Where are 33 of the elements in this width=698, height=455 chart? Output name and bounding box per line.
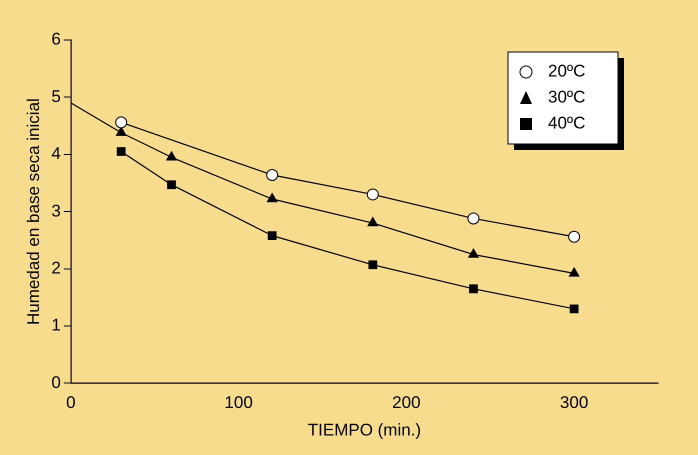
y-tick-label: 1 xyxy=(51,316,61,335)
point xyxy=(116,147,126,156)
point xyxy=(166,151,177,161)
y-tick-label: 6 xyxy=(51,30,61,49)
y-tick-label: 3 xyxy=(51,201,61,220)
x-tick-label: 200 xyxy=(392,393,421,412)
point xyxy=(368,217,378,226)
x-tick-label: 300 xyxy=(560,393,588,412)
legend-label: 40ºC xyxy=(548,114,586,133)
point xyxy=(115,116,128,128)
point xyxy=(167,180,176,190)
point xyxy=(469,284,478,294)
point xyxy=(568,267,580,277)
point xyxy=(570,304,579,314)
point xyxy=(467,212,480,224)
point xyxy=(468,248,479,258)
x-tick-label: 0 xyxy=(66,393,76,412)
y-axis-title: Humedad en base seca inicial xyxy=(24,98,43,326)
y-tick-label: 0 xyxy=(51,372,61,392)
x-axis-title: TIEMPO (min.) xyxy=(308,420,422,440)
point xyxy=(366,188,379,200)
point xyxy=(568,230,580,243)
x-tick-label: 100 xyxy=(224,393,253,412)
point xyxy=(268,231,277,240)
y-tick-label: 5 xyxy=(51,86,61,106)
point xyxy=(266,168,278,181)
legend-label: 30ºC xyxy=(548,88,586,107)
point xyxy=(368,260,378,270)
point xyxy=(116,126,126,136)
y-tick-label: 4 xyxy=(51,144,61,164)
y-tick-label: 2 xyxy=(51,258,61,278)
point xyxy=(266,193,278,202)
legend-label: 20ºC xyxy=(548,62,586,81)
